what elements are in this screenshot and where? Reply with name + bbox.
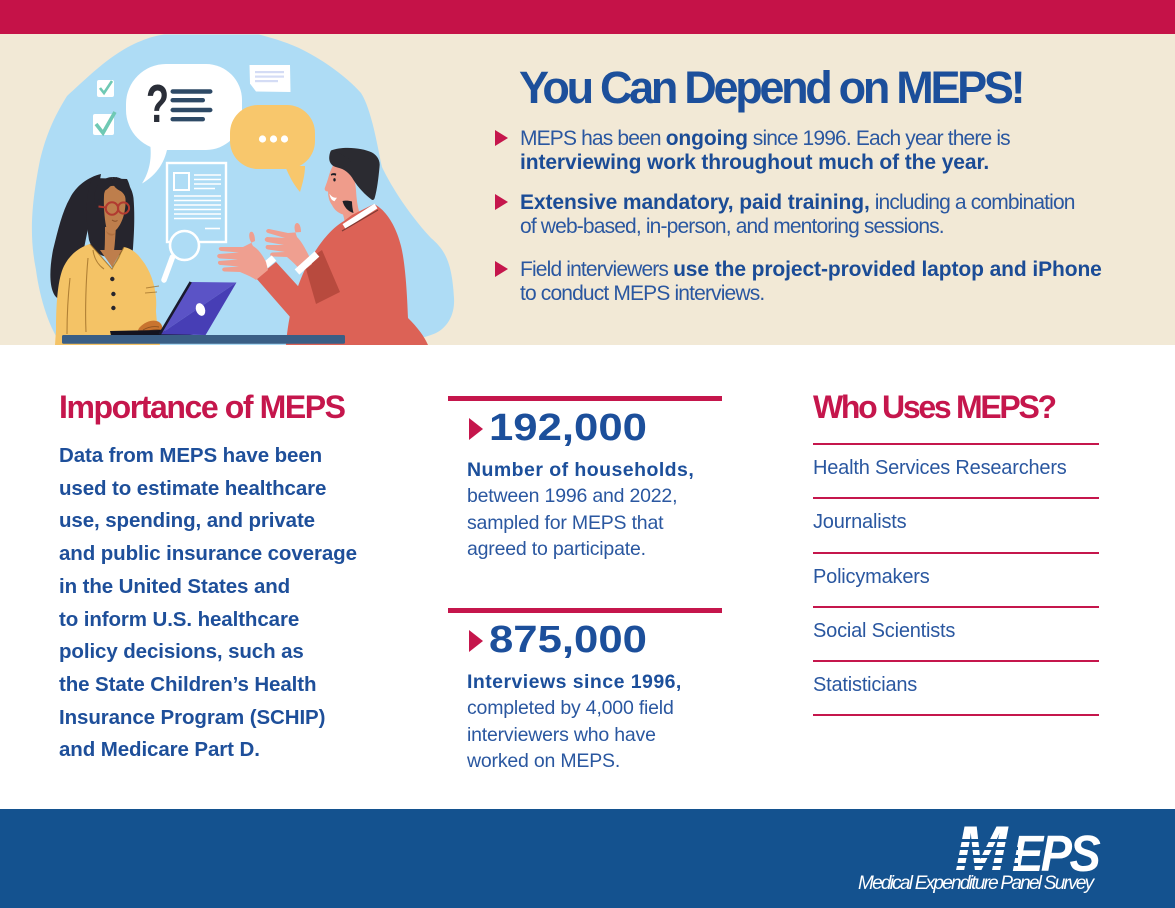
svg-text:?: ? <box>146 74 169 134</box>
